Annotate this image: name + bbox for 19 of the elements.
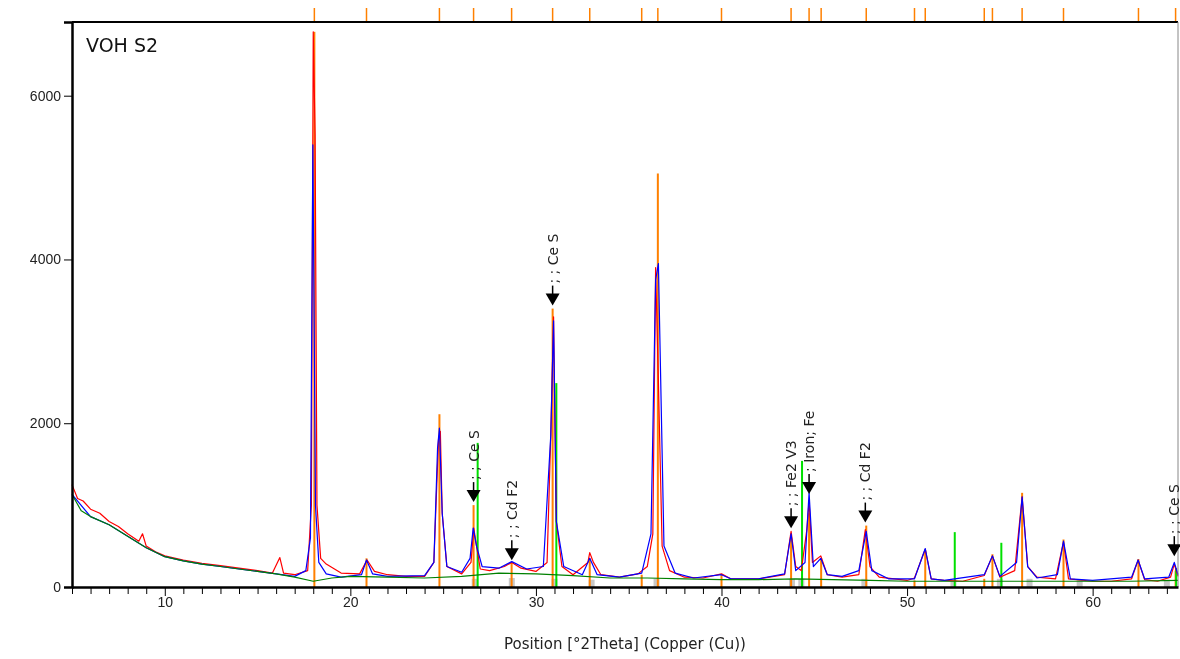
annotation: ; ; Cd F2 [857,442,874,501]
x-tick-label: 10 [157,593,174,610]
y-tick-label: 2000 [29,415,62,432]
x-tick-label: 50 [899,593,916,610]
annotation: ; Iron; Fe [801,410,818,472]
annotation: ; ; Ce S [1166,483,1180,535]
x-tick-label: 30 [528,593,545,610]
y-tick-label: 0 [53,578,62,595]
x-tick-label: 60 [1085,593,1102,610]
annotation: ; ; Cd F2 [503,479,520,539]
annotation: ; ; Ce S [465,429,482,481]
x-axis-title: Position [°2Theta] (Copper (Cu)) [504,635,746,653]
annotation: ; ; Fe2 V3 [783,440,800,507]
y-tick-label: 4000 [29,251,62,268]
y-tick-label: 6000 [29,87,62,104]
annotation: ; ; Ce S [544,233,561,284]
x-tick-label: 40 [714,593,730,610]
x-tick-label: 20 [343,593,359,610]
text: VOH S2 [86,34,159,56]
